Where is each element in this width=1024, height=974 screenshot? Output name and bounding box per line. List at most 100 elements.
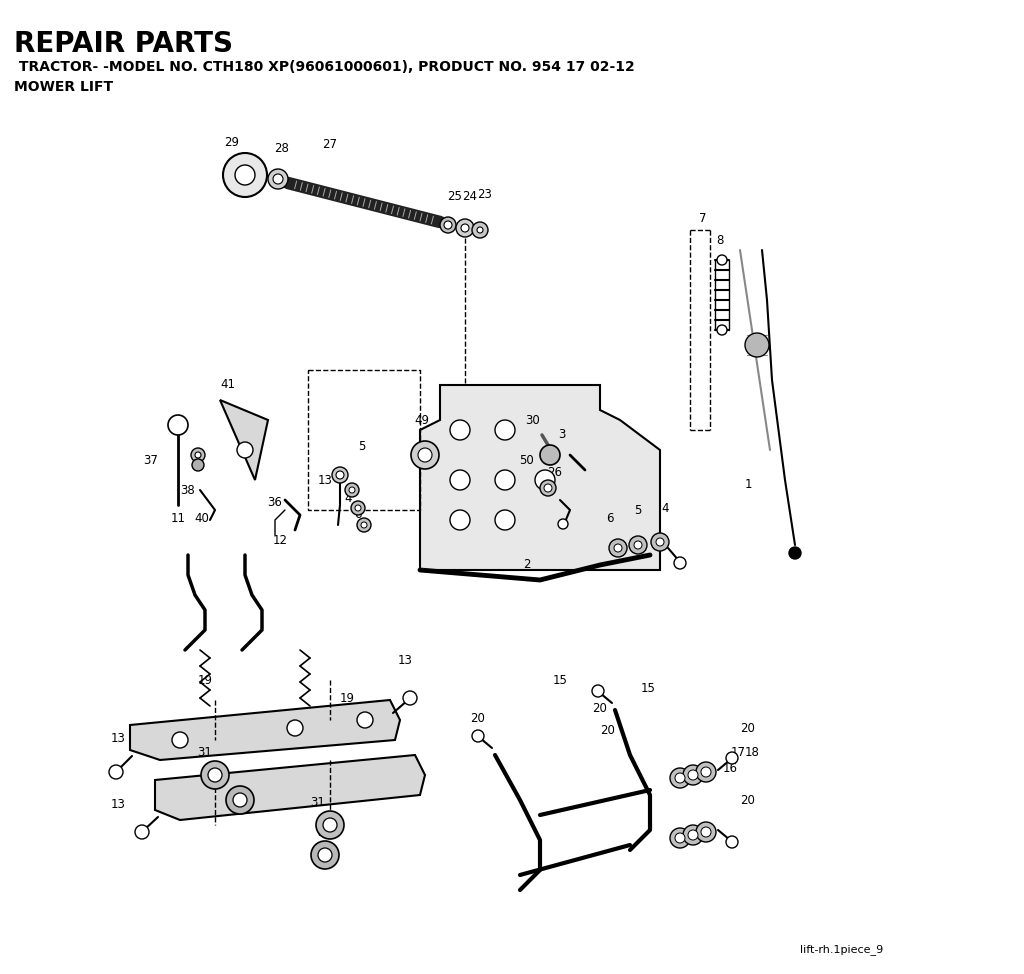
Circle shape <box>195 452 201 458</box>
Text: MOWER LIFT: MOWER LIFT <box>14 80 113 94</box>
Text: 26: 26 <box>548 466 562 478</box>
Text: 41: 41 <box>220 379 236 392</box>
Circle shape <box>495 510 515 530</box>
Text: 49: 49 <box>415 414 429 427</box>
Circle shape <box>323 818 337 832</box>
Circle shape <box>403 691 417 705</box>
Circle shape <box>450 510 470 530</box>
Circle shape <box>361 522 367 528</box>
Circle shape <box>696 822 716 842</box>
Circle shape <box>168 415 188 435</box>
Circle shape <box>745 333 769 357</box>
Circle shape <box>717 325 727 335</box>
Circle shape <box>411 441 439 469</box>
Circle shape <box>670 768 690 788</box>
Circle shape <box>495 420 515 440</box>
Text: 15: 15 <box>553 673 567 687</box>
Circle shape <box>450 420 470 440</box>
Circle shape <box>336 471 344 479</box>
Text: 13: 13 <box>111 731 125 744</box>
Circle shape <box>193 459 204 471</box>
Circle shape <box>440 217 456 233</box>
Text: 6: 6 <box>606 511 613 525</box>
Circle shape <box>208 768 222 782</box>
Circle shape <box>233 793 247 807</box>
Circle shape <box>287 720 303 736</box>
Text: 20: 20 <box>471 711 485 725</box>
Text: 29: 29 <box>224 136 240 149</box>
Circle shape <box>717 255 727 265</box>
Text: 2: 2 <box>523 558 530 572</box>
Circle shape <box>558 519 568 529</box>
Circle shape <box>349 487 355 493</box>
Circle shape <box>656 538 664 546</box>
Text: 31: 31 <box>310 796 326 808</box>
Circle shape <box>273 174 283 184</box>
Circle shape <box>234 165 255 185</box>
Text: TRACTOR- -MODEL NO. CTH180 XP(96061000601), PRODUCT NO. 954 17 02-12: TRACTOR- -MODEL NO. CTH180 XP(9606100060… <box>14 60 635 74</box>
Text: 25: 25 <box>447 191 463 204</box>
Circle shape <box>357 518 371 532</box>
Text: 32: 32 <box>317 826 333 839</box>
Circle shape <box>191 448 205 462</box>
Text: 50: 50 <box>519 454 535 467</box>
Text: 23: 23 <box>477 189 493 202</box>
Circle shape <box>355 505 361 511</box>
Circle shape <box>237 442 253 458</box>
Circle shape <box>688 770 698 780</box>
Circle shape <box>357 712 373 728</box>
Circle shape <box>670 828 690 848</box>
Circle shape <box>683 825 703 845</box>
Circle shape <box>450 470 470 490</box>
Circle shape <box>535 470 555 490</box>
Text: 19: 19 <box>340 692 354 704</box>
Polygon shape <box>130 700 400 760</box>
Circle shape <box>790 547 801 559</box>
Circle shape <box>696 762 716 782</box>
Circle shape <box>701 827 711 837</box>
Text: 15: 15 <box>641 682 655 694</box>
Circle shape <box>109 765 123 779</box>
Circle shape <box>675 773 685 783</box>
Circle shape <box>345 483 359 497</box>
Text: 13: 13 <box>111 798 125 810</box>
Circle shape <box>675 833 685 843</box>
Circle shape <box>688 830 698 840</box>
Text: 32: 32 <box>211 771 225 784</box>
Text: 6: 6 <box>354 508 361 521</box>
Circle shape <box>592 685 604 697</box>
Text: 3: 3 <box>558 429 565 441</box>
Text: 27: 27 <box>323 138 338 152</box>
Circle shape <box>135 825 150 839</box>
Circle shape <box>726 752 738 764</box>
Text: 37: 37 <box>143 454 159 467</box>
Circle shape <box>472 222 488 238</box>
Text: 4: 4 <box>344 492 352 505</box>
Text: 5: 5 <box>358 440 366 454</box>
Text: 20: 20 <box>600 724 615 736</box>
Circle shape <box>351 501 365 515</box>
Text: 31: 31 <box>198 745 212 759</box>
Text: 36: 36 <box>267 496 283 508</box>
Polygon shape <box>420 385 660 570</box>
Circle shape <box>311 841 339 869</box>
Circle shape <box>226 786 254 814</box>
Text: 12: 12 <box>272 534 288 546</box>
Text: 24: 24 <box>463 191 477 204</box>
Circle shape <box>444 221 452 229</box>
Polygon shape <box>155 755 425 820</box>
Circle shape <box>495 470 515 490</box>
Text: 1: 1 <box>744 478 752 492</box>
Circle shape <box>201 761 229 789</box>
Text: 38: 38 <box>180 483 196 497</box>
Circle shape <box>609 539 627 557</box>
Circle shape <box>477 227 483 233</box>
Circle shape <box>701 767 711 777</box>
Circle shape <box>472 730 484 742</box>
Circle shape <box>614 544 622 552</box>
Text: 19: 19 <box>198 673 213 687</box>
Circle shape <box>544 484 552 492</box>
Text: 20: 20 <box>593 701 607 715</box>
Text: 4: 4 <box>662 502 669 514</box>
Circle shape <box>726 836 738 848</box>
